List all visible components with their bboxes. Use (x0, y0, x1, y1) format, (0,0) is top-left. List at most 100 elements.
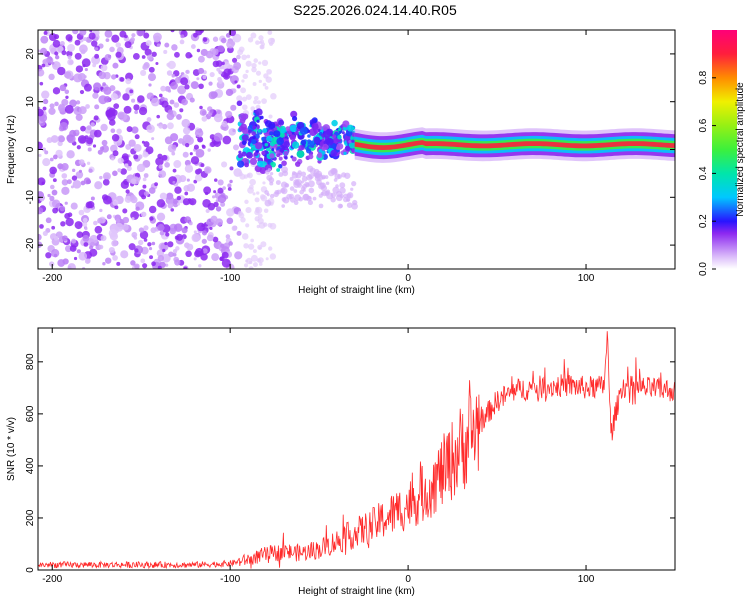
spectrogram-cell (99, 175, 103, 180)
spectrogram-cell (244, 199, 249, 204)
spectrogram-cell (52, 87, 61, 95)
spectrogram-cell (115, 218, 121, 223)
spectrogram-cell (307, 180, 315, 188)
spectrogram-cell (133, 104, 140, 111)
spectrogram-cell (38, 177, 46, 186)
spectrogram-cell (316, 152, 323, 159)
spectrogram-cell (225, 234, 231, 239)
spectrogram-cell (262, 82, 267, 87)
spectrogram-cell (67, 265, 72, 269)
spectrogram-cell (302, 193, 310, 201)
spectrogram-cell (110, 128, 116, 134)
colorbar-tick-label: 0.0 (698, 262, 709, 276)
spectrogram-cell (171, 144, 177, 150)
spectrogram-cell (184, 216, 191, 223)
y-tick-label: -20 (25, 237, 36, 252)
spectrogram-cell (142, 177, 147, 182)
spectrogram-cell (257, 244, 263, 250)
spectrogram-cell (252, 135, 256, 140)
spectrogram-cell (64, 104, 74, 114)
spectrogram-cell (237, 160, 245, 168)
spectrogram-cell (268, 121, 276, 130)
spectrogram-cell (296, 150, 305, 158)
spectrogram-cell (72, 168, 76, 172)
spectrogram-cell (325, 181, 330, 185)
spectrogram-cell (221, 258, 231, 268)
spectrogram-cell (167, 60, 176, 70)
spectrogram-cell (115, 42, 121, 48)
spectrogram-cell (130, 196, 138, 204)
spectrogram-cell (47, 193, 51, 198)
spectrogram-cell (143, 225, 149, 231)
spectrogram-cell (61, 98, 69, 106)
spectrogram-cell (207, 202, 216, 211)
spectrogram-cell (94, 47, 99, 51)
spectrogram-cell (261, 59, 269, 66)
spectrogram-cell (276, 137, 285, 146)
spectrogram-cell (220, 37, 227, 44)
spectrogram-cell (325, 137, 334, 146)
spectrogram-cell (245, 69, 249, 74)
spectrogram-cell (166, 62, 171, 67)
spectrogram-cell (323, 130, 331, 138)
spectrogram-cell (69, 99, 77, 108)
spectrogram-cell (238, 150, 242, 154)
spectrogram-cell (217, 79, 223, 84)
spectrogram-cell (217, 179, 224, 186)
spectrogram-cell (120, 180, 129, 189)
spectrogram-cell (312, 196, 317, 201)
spectrogram-cell (190, 156, 200, 165)
spectrogram-cell (119, 30, 127, 38)
spectrogram-cell (190, 44, 196, 49)
spectrogram-cell (318, 148, 323, 153)
spectrogram-cell (299, 189, 304, 195)
spectrogram-cell (84, 258, 91, 264)
spectrogram-cell (41, 90, 50, 99)
spectrogram-cell (236, 230, 242, 236)
spectrogram-cell (111, 134, 120, 142)
spectrogram-cell (87, 201, 95, 209)
spectrogram-cell (165, 195, 175, 205)
spectrogram-cell (116, 261, 121, 266)
spectrogram-cell (46, 56, 54, 64)
spectrogram-cell (202, 248, 208, 254)
spectrogram-cell (61, 173, 68, 179)
spectrogram-cell (196, 222, 206, 232)
spectrogram-cell (247, 37, 254, 43)
spectrogram-cell (299, 127, 308, 135)
spectrogram-cell (259, 115, 264, 120)
spectrogram-cell (66, 150, 75, 159)
spectrogram-cell (48, 107, 56, 115)
spectrogram-cell (45, 217, 52, 224)
spectrogram-cell (241, 54, 247, 61)
y-tick-label: 600 (25, 405, 36, 422)
spectrogram-cell (101, 139, 108, 146)
spectrogram-cell (90, 196, 95, 201)
spectrogram-cell (139, 230, 149, 240)
spectrogram-cell (211, 195, 216, 199)
spectrogram-cell (321, 150, 326, 155)
spectrogram-cell (170, 208, 175, 212)
spectrogram-cell (137, 154, 143, 160)
spectrogram-cell (223, 73, 230, 80)
spectrogram-cell (108, 228, 118, 238)
spectrogram-cell (351, 181, 357, 187)
spectrogram-cell (249, 178, 256, 186)
spectrogram-cell (129, 89, 134, 94)
spectrogram-cell (221, 161, 228, 168)
spectrogram-cell (240, 87, 247, 94)
spectrogram-cell (256, 119, 260, 123)
spectrogram-cell (41, 63, 46, 68)
spectrogram-cell (181, 227, 188, 234)
spectrogram-cell (180, 77, 189, 86)
spectrogram-cell (245, 207, 252, 214)
spectrogram-cell (78, 209, 85, 216)
spectrogram-cell (112, 170, 118, 177)
spectrogram-cell (183, 266, 188, 269)
spectrogram-cell (176, 195, 182, 201)
spectrogram-cell (85, 104, 90, 109)
spectrogram-cell (258, 40, 262, 45)
spectrogram-cell (338, 128, 342, 132)
y-tick-label: 20 (25, 48, 36, 60)
spectrogram-cell (262, 181, 266, 185)
